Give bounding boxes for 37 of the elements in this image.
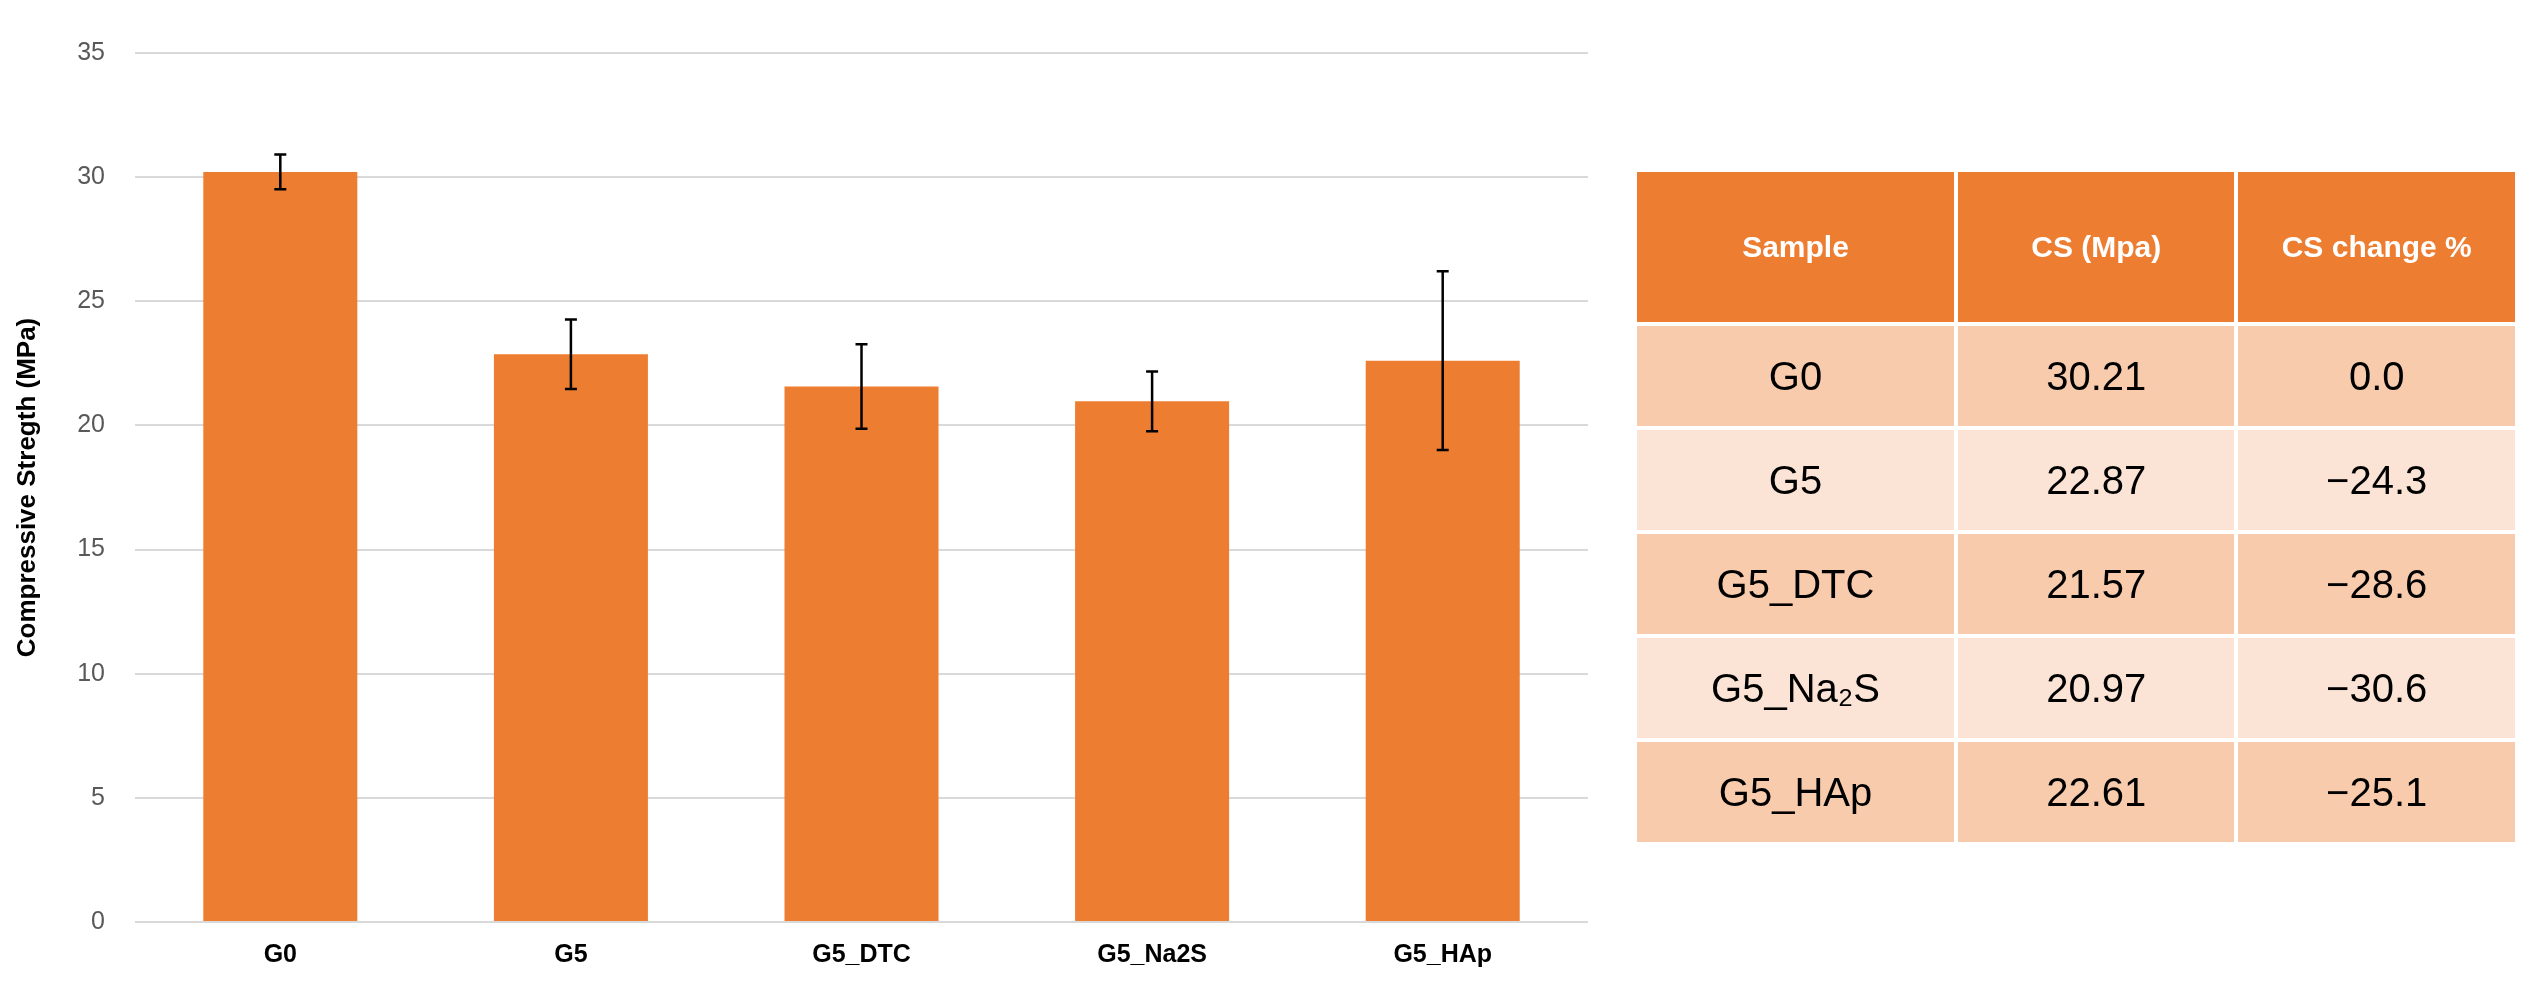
x-tick-label: G5_DTC	[812, 938, 911, 967]
category-label: G5_HAp	[1635, 740, 1957, 844]
bar	[784, 386, 939, 921]
data-label: −25.1	[2236, 740, 2517, 844]
x-tick-label: G0	[263, 938, 297, 967]
y-tick-label: 25	[77, 285, 106, 314]
text: Sample	[1635, 170, 1957, 324]
category-label: G5	[1635, 428, 1957, 532]
data-label: 21.57	[1956, 532, 2237, 636]
text: CS change %	[2236, 170, 2517, 324]
data-label: 22.87	[1956, 428, 2237, 532]
category-label: G5_Na₂S	[1635, 636, 1957, 740]
data-label: 0.0	[2236, 324, 2517, 428]
y-axis-title: Compressive Stregth (MPa)	[10, 317, 41, 658]
data-label: −30.6	[2236, 636, 2517, 740]
x-tick-label: G5_Na2S	[1097, 938, 1207, 967]
y-tick-label: 15	[77, 533, 106, 562]
bar	[1075, 401, 1230, 921]
y-tick-label: 5	[91, 781, 106, 810]
y-tick-label: 0	[91, 905, 106, 934]
bar	[203, 171, 358, 921]
bar	[1365, 360, 1520, 921]
y-tick-label: 35	[77, 36, 106, 65]
y-tick-label: 10	[77, 657, 106, 686]
y-tick-label: 20	[77, 409, 106, 438]
x-tick-label: G5	[554, 938, 588, 967]
x-tick-label: G5_HAp	[1393, 938, 1493, 967]
category-label: G5_DTC	[1635, 532, 1957, 636]
data-label: 22.61	[1956, 740, 2237, 844]
bar	[493, 354, 648, 921]
text: CS (Mpa)	[1956, 170, 2237, 324]
y-tick-label: 30	[77, 161, 106, 190]
category-label: G0	[1635, 324, 1957, 428]
data-label: −24.3	[2236, 428, 2517, 532]
data-label: 30.21	[1956, 324, 2237, 428]
data-label: −28.6	[2236, 532, 2517, 636]
data-label: 20.97	[1956, 636, 2237, 740]
